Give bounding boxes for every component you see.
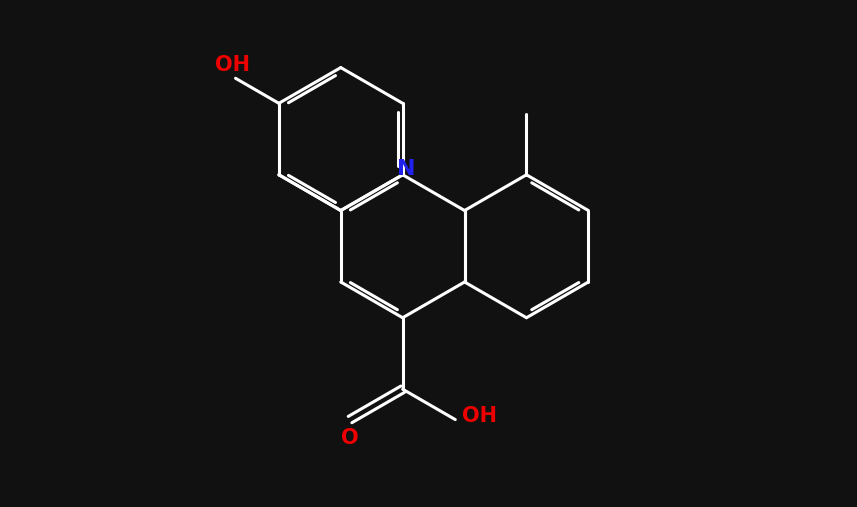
Text: O: O <box>341 427 359 448</box>
Text: N: N <box>397 160 416 179</box>
Text: OH: OH <box>215 55 249 75</box>
Text: OH: OH <box>462 406 497 426</box>
